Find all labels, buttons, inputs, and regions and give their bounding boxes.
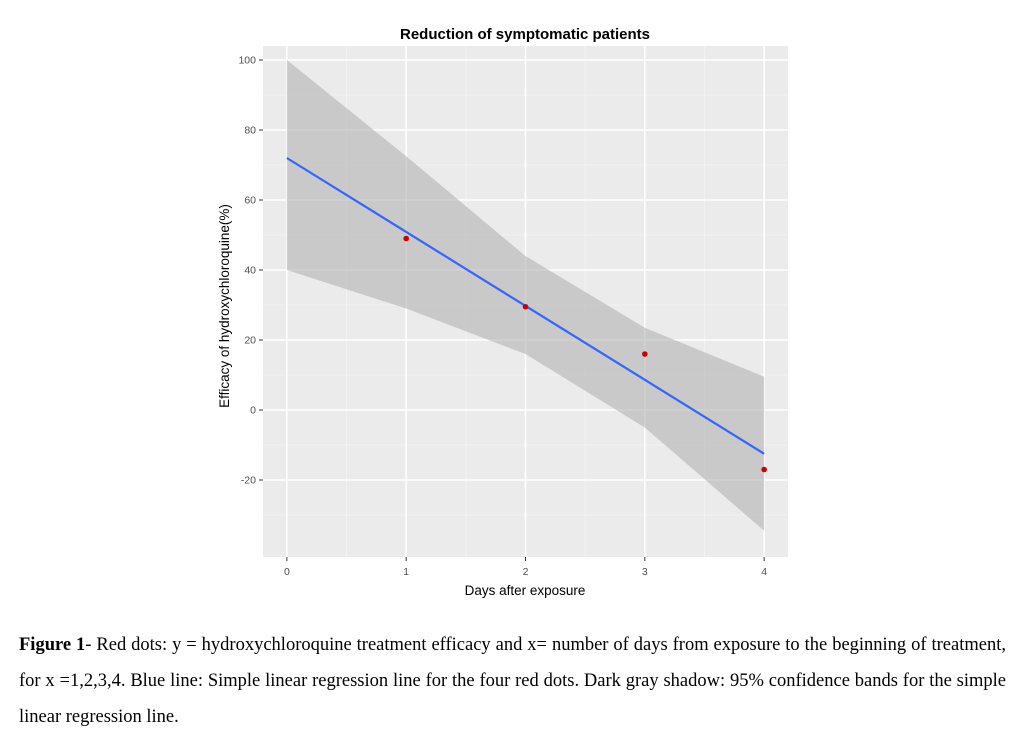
chart-title: Reduction of symptomatic patients: [400, 26, 650, 43]
x-axis-title: Days after exposure: [465, 583, 586, 598]
y-tick-label: 20: [244, 335, 256, 347]
confidence-band: [286, 60, 765, 531]
y-tick-label: 0: [250, 405, 256, 417]
regression-chart: Reduction of symptomatic patients 0 1 2 3 4 -…: [217, 26, 788, 598]
y-tick-label: 80: [244, 125, 256, 137]
x-tick-label: 3: [642, 566, 648, 578]
y-tick-label: 60: [244, 195, 256, 207]
caption-text: - Red dots: y = hydroxychloroquine treat…: [19, 635, 1006, 727]
figure-caption: Figure 1- Red dots: y = hydroxychloroqui…: [19, 627, 1006, 735]
y-tick-label: 40: [244, 265, 256, 277]
x-tick-label: 0: [284, 566, 290, 578]
axis-ticks: 0 1 2 3 4 -20 0 20 40 60 80 100: [238, 55, 767, 579]
data-point: [403, 235, 409, 242]
caption-label: Figure 1: [19, 635, 86, 655]
confidence-band-layer: [286, 60, 765, 531]
x-tick-label: 1: [403, 566, 409, 578]
data-points-layer: [403, 235, 767, 473]
y-tick-label: -20: [241, 475, 256, 487]
y-tick-label: 100: [238, 55, 256, 67]
data-point: [761, 466, 767, 473]
y-axis-title: Efficacy of hydroxychloroquine(%): [217, 204, 232, 408]
x-tick-label: 2: [523, 566, 529, 578]
data-point: [642, 351, 648, 357]
x-tick-label: 4: [761, 566, 767, 578]
data-point: [522, 303, 529, 310]
